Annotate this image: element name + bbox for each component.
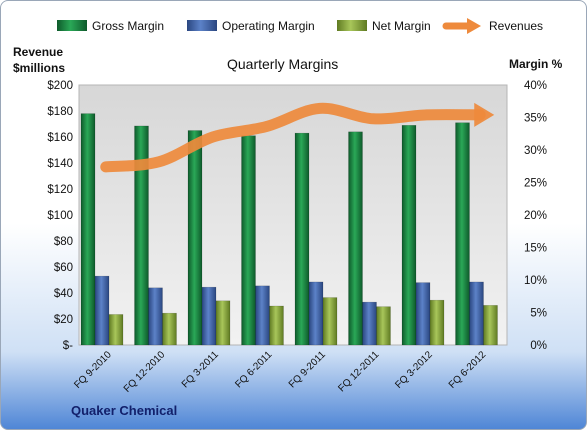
left-tick-label: $200 [47, 80, 73, 92]
x-tick-label: FQ 6-2012 [447, 349, 489, 391]
net-margin-bar [215, 300, 231, 346]
net-margin-bar [429, 299, 445, 346]
legend-swatch-operating-margin [187, 20, 217, 31]
gross-margin-bar [294, 132, 310, 346]
right-axis-label: Margin % [509, 57, 563, 71]
left-tick-label: $40 [54, 288, 73, 300]
operating-margin-bar [362, 301, 377, 346]
revenue-line [100, 102, 495, 173]
net-margin-bar [108, 314, 124, 346]
right-tick-label: 35% [524, 113, 547, 125]
right-tick-label: 40% [524, 80, 547, 92]
legend: Gross Margin Operating Margin Net Margin… [57, 18, 543, 34]
gross-margin-bar [134, 125, 149, 346]
left-tick-label: $20 [54, 314, 73, 326]
x-tick-label: FQ 6-2011 [233, 349, 274, 390]
bar-marks [80, 113, 498, 346]
gross-margin-bar [401, 125, 417, 346]
operating-margin-bar [255, 285, 270, 346]
legend-label-operating-margin: Operating Margin [222, 19, 315, 33]
left-tick-label: $160 [47, 132, 73, 144]
legend-swatch-gross-margin [57, 20, 87, 31]
gross-margin-bar [80, 113, 96, 346]
right-tick-label: 25% [524, 178, 547, 190]
right-tick-label: 0% [530, 340, 547, 352]
legend-label-net-margin: Net Margin [372, 19, 431, 33]
left-axis-label-line2: $millions [13, 61, 65, 75]
company-name: Quaker Chemical [71, 403, 177, 418]
right-tick-label: 5% [530, 308, 547, 320]
x-tick-label: FQ 3-2012 [393, 349, 435, 391]
operating-margin-bar [201, 286, 217, 346]
net-margin-bar [269, 305, 284, 346]
gross-margin-bar [348, 131, 363, 346]
net-margin-bar [322, 297, 338, 346]
gross-margin-bar [241, 135, 256, 346]
left-tick-label: $120 [47, 184, 73, 196]
x-axis-ticks: FQ 9-2010 FQ 12-2010 FQ 3-2011 FQ 6-2011 FQ … [72, 349, 488, 395]
left-tick-label: $180 [47, 106, 73, 118]
right-tick-label: 30% [524, 145, 547, 157]
operating-margin-bar [469, 281, 484, 346]
x-tick-label: FQ 9-2011 [287, 349, 328, 390]
operating-margin-bar [94, 275, 110, 346]
net-margin-bar [376, 306, 391, 346]
net-margin-bar [162, 312, 177, 346]
legend-swatch-revenues [442, 18, 481, 34]
left-axis-label-line1: Revenue [13, 45, 63, 59]
legend-swatch-net-margin [337, 20, 367, 31]
right-tick-label: 20% [524, 210, 547, 222]
chart-title: Quarterly Margins [227, 56, 338, 72]
gross-margin-bar [455, 122, 470, 346]
left-tick-label: $60 [54, 262, 73, 274]
left-tick-label: $80 [54, 236, 73, 248]
right-tick-label: 10% [524, 275, 547, 287]
revenues-arrowhead [474, 102, 495, 127]
legend-label-revenues: Revenues [489, 19, 543, 33]
operating-margin-bar [308, 281, 324, 346]
x-tick-label: FQ 9-2010 [72, 349, 114, 391]
net-margin-bar [483, 305, 498, 346]
right-axis-ticks: 0% 5% 10% 15% 20% 25% 30% 35% 40% [524, 80, 547, 352]
left-axis-ticks: $- $20 $40 $60 $80 $100 $120 $140 $160 $180 $200 [47, 80, 73, 352]
right-tick-label: 15% [524, 243, 547, 255]
gross-margin-bar [187, 130, 203, 346]
legend-label-gross-margin: Gross Margin [92, 19, 164, 33]
revenues-series-line [100, 102, 486, 173]
left-tick-label: $100 [47, 210, 73, 222]
operating-margin-bar [148, 287, 163, 346]
left-tick-label: $- [63, 340, 73, 352]
left-tick-label: $140 [47, 158, 73, 170]
operating-margin-bar [415, 282, 431, 346]
x-tick-label: FQ 12-2011 [336, 349, 381, 394]
x-tick-label: FQ 3-2011 [180, 349, 221, 390]
x-tick-label: FQ 12-2010 [122, 349, 168, 395]
